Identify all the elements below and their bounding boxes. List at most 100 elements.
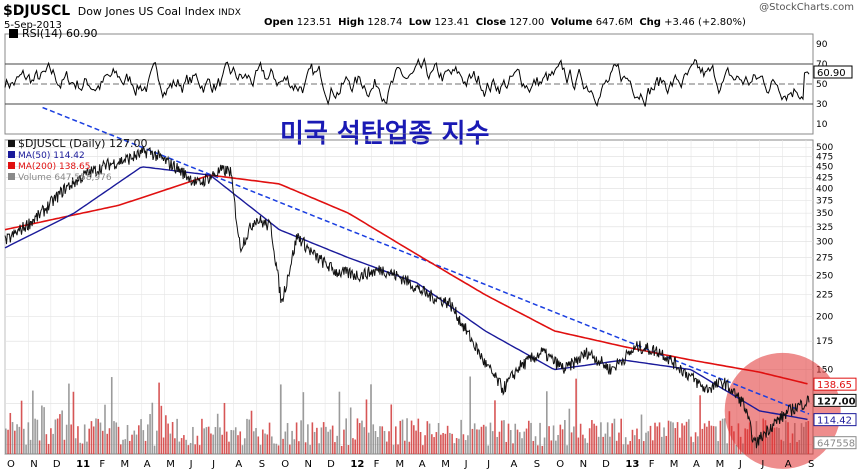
volume-bar [205, 427, 208, 454]
volume-bar [374, 431, 377, 454]
volume-bar [334, 442, 336, 454]
volume-bar [126, 424, 129, 454]
volume-bar [462, 434, 465, 454]
volume-bar [347, 445, 350, 454]
volume-bar [417, 418, 420, 454]
x-month-label: O [7, 459, 15, 470]
volume-bar [708, 420, 710, 454]
close-label: Close [475, 17, 507, 28]
volume-bar [207, 426, 210, 454]
volume-bar [660, 436, 663, 454]
volume-bar [162, 437, 165, 454]
volume-bar [706, 426, 708, 454]
volume-bar [703, 423, 706, 454]
volume-bar [530, 422, 532, 454]
volume-bar [672, 422, 674, 454]
volume-bar [618, 432, 620, 454]
volume-bar [370, 384, 372, 454]
volume-bar [444, 433, 447, 454]
x-month-label: A [419, 459, 426, 470]
volume-bar [203, 428, 205, 454]
volume-bar [248, 419, 251, 454]
volume-bar [86, 441, 88, 454]
volume-bar [733, 431, 735, 454]
x-month-label: D [327, 459, 335, 470]
legend-label: Volume 647,558,976 [18, 173, 112, 183]
volume-bar [243, 438, 246, 454]
volume-bar [302, 392, 305, 454]
rsi-tick-label: 90 [816, 40, 828, 50]
volume-bar [453, 443, 456, 454]
last-value-box [813, 393, 857, 407]
volume-bar [142, 430, 145, 454]
volume-bar [640, 414, 643, 454]
volume-bar [7, 429, 9, 454]
volume-bar [325, 426, 327, 454]
volume-bar [491, 431, 494, 454]
volume-bar [345, 418, 347, 454]
volume-bar [68, 383, 70, 454]
volume-bar [122, 439, 124, 454]
volume-bar [313, 431, 316, 454]
volume-bar [480, 426, 483, 454]
volume-bar [135, 434, 138, 454]
price-bars [4, 145, 810, 449]
volume-bar [158, 382, 160, 454]
volume-bar [45, 434, 48, 454]
volume-bar [25, 444, 27, 454]
ma50-line [4, 166, 808, 421]
volume-bar [11, 422, 14, 454]
volume-bar [264, 433, 266, 454]
volume-bar [298, 441, 300, 454]
rsi-tick-label: 10 [816, 120, 828, 130]
volume-bar [167, 423, 169, 454]
price-tick-label: 175 [816, 337, 833, 347]
volume-bar [602, 436, 604, 454]
volume-bar [63, 439, 66, 454]
legend-swatch [8, 162, 15, 169]
rsi-ticks: 10 30 50 70 90 [816, 40, 828, 130]
last-value-label: 114.42 [817, 416, 852, 427]
price-tick-label: 350 [816, 209, 833, 219]
volume-bar [573, 426, 575, 454]
volume-bar [275, 443, 278, 454]
x-month-label: 12 [350, 459, 364, 470]
volume-bar [606, 422, 609, 454]
volume-bar [104, 404, 106, 454]
volume-bar [561, 429, 564, 454]
volume-bar [316, 427, 318, 454]
volume-bar [194, 444, 196, 454]
volume-bar [47, 443, 50, 454]
volume-bar [724, 418, 726, 454]
rsi-legend: RSI(14) 60.90 [9, 27, 97, 40]
volume-bar [95, 418, 97, 454]
price-frame [4, 139, 814, 455]
price-tick-label: 275 [816, 254, 833, 264]
x-month-label: N [305, 459, 312, 470]
volume-bar [658, 422, 661, 454]
volume-bar [252, 431, 255, 454]
volume-bar [532, 440, 535, 454]
volume-bar [74, 438, 77, 454]
volume-bar [688, 419, 690, 454]
volume-value: 647.6M [595, 17, 633, 28]
volume-bar [428, 423, 431, 454]
volume-bar [717, 441, 719, 454]
chg-value: +3.46 (+2.80%) [664, 17, 746, 28]
volume-bar [59, 414, 61, 454]
volume-bar [113, 421, 115, 454]
open-label: Open [264, 17, 294, 28]
volume-bar [180, 438, 183, 454]
price-tick-label: 475 [816, 153, 833, 163]
volume-bar [23, 428, 25, 454]
volume-bar [636, 428, 638, 454]
volume-bar [257, 436, 260, 454]
volume-bar [527, 420, 530, 454]
symbol-title: $DJUSCL Dow Jones US Coal Index INDX [3, 3, 241, 19]
volume-bar [469, 376, 471, 454]
x-month-label: J [760, 459, 764, 470]
volume-bar [356, 418, 359, 454]
volume-bar [41, 405, 43, 454]
volume-bar [61, 410, 63, 454]
volume-bar [185, 439, 187, 454]
